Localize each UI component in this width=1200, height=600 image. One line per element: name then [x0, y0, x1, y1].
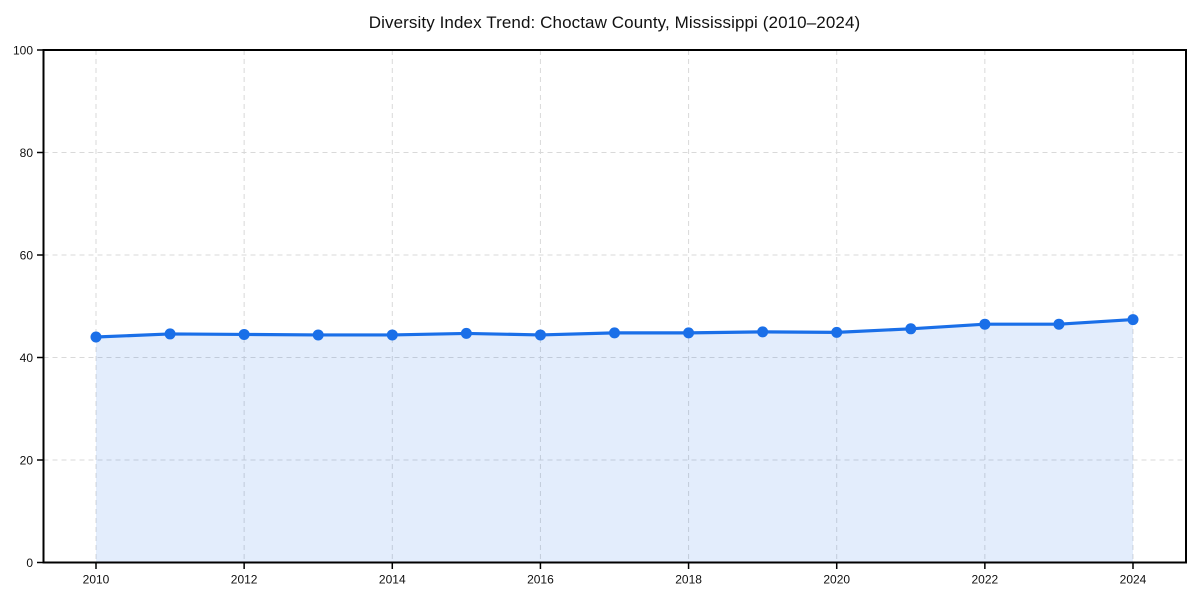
data-point — [460, 327, 472, 339]
x-tick-label: 2024 — [1120, 573, 1147, 587]
data-point — [905, 323, 917, 335]
data-point — [312, 329, 324, 341]
axis-labels: 0 20 40 60 80 100 2010 2012 2014 2016 2018 2020 2022… — [13, 44, 1147, 587]
data-points — [90, 314, 1139, 343]
y-tick-label: 80 — [20, 146, 34, 160]
x-tick-label: 2012 — [231, 573, 258, 587]
y-tick-label: 0 — [26, 556, 33, 570]
y-tick-label: 100 — [13, 44, 33, 58]
y-tick-label: 40 — [20, 351, 34, 365]
data-point — [534, 329, 546, 341]
data-point — [757, 326, 769, 338]
data-point — [683, 327, 695, 339]
x-tick-label: 2010 — [83, 573, 110, 587]
data-point — [609, 327, 620, 339]
data-point — [979, 318, 991, 330]
x-tick-label: 2018 — [675, 573, 702, 587]
data-point — [1127, 314, 1139, 326]
data-point — [164, 328, 176, 340]
x-tick-label: 2016 — [527, 573, 554, 587]
data-point — [386, 329, 398, 341]
data-point — [90, 331, 102, 343]
axis-ticks — [37, 49, 1134, 569]
area-fill — [96, 319, 1133, 563]
chart-title: Diversity Index Trend: Choctaw County, M… — [368, 13, 861, 32]
x-tick-label: 2022 — [972, 573, 999, 587]
data-point — [831, 326, 843, 338]
plot-border — [42, 49, 1187, 564]
y-tick-label: 20 — [20, 454, 34, 468]
y-tick-label: 60 — [20, 249, 34, 263]
x-tick-label: 2020 — [823, 573, 850, 587]
x-tick-label: 2014 — [379, 573, 406, 587]
data-point — [1053, 318, 1065, 330]
data-point — [238, 328, 250, 340]
